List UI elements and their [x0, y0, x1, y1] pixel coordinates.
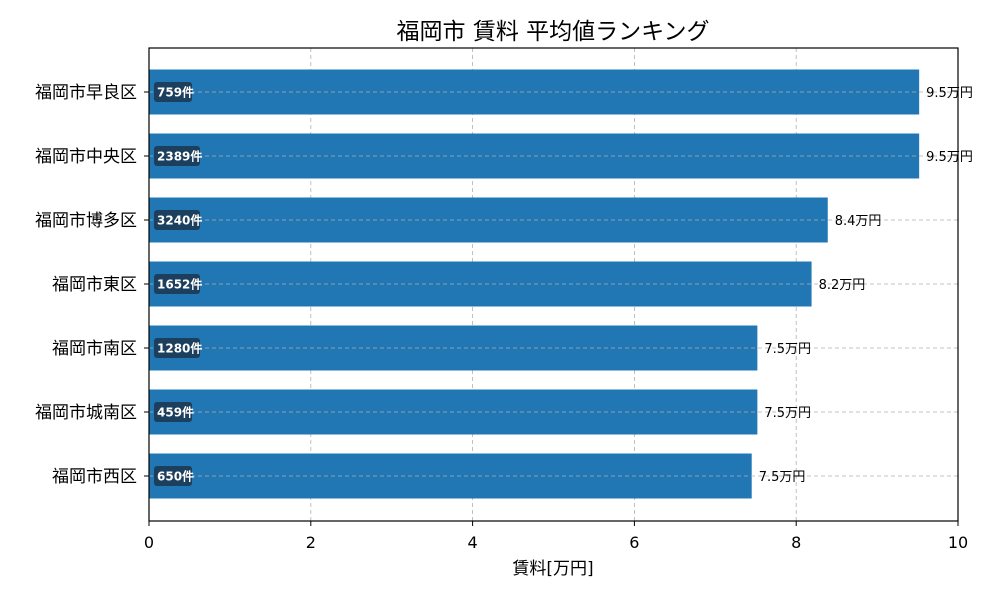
- count-badge: [154, 146, 200, 166]
- category-label: 福岡市城南区: [35, 403, 137, 423]
- x-tick-label: 2: [306, 533, 316, 552]
- value-label: 8.4万円: [835, 214, 882, 229]
- count-label: 459件: [157, 405, 194, 420]
- category-label: 福岡市博多区: [35, 211, 137, 231]
- value-label: 7.5万円: [764, 342, 811, 357]
- x-tick-label: 6: [629, 533, 639, 552]
- category-label: 福岡市南区: [52, 339, 137, 359]
- count-badge: [154, 466, 192, 486]
- chart-title: 福岡市 賃料 平均値ランキング: [397, 19, 710, 45]
- value-label: 8.2万円: [819, 278, 866, 293]
- count-badge: [154, 338, 200, 358]
- category-label: 福岡市西区: [52, 467, 137, 487]
- count-label: 759件: [157, 85, 194, 100]
- x-tick-label: 8: [791, 533, 801, 552]
- count-label: 1652件: [157, 277, 202, 292]
- value-label: 9.5万円: [926, 86, 973, 101]
- value-label: 9.5万円: [926, 150, 973, 165]
- count-badge: [154, 274, 200, 294]
- x-tick-label: 4: [468, 533, 478, 552]
- count-badge: [154, 82, 192, 102]
- count-label: 1280件: [157, 341, 202, 356]
- count-badge: [154, 402, 192, 422]
- count-label: 2389件: [157, 149, 202, 164]
- x-tick-label: 10: [948, 533, 968, 552]
- count-label: 650件: [157, 469, 194, 484]
- x-axis-ticks: 0 2 4 6 8 10: [144, 91, 968, 552]
- bar-grid-lines: [149, 91, 958, 477]
- value-label: 7.5万円: [764, 406, 811, 421]
- x-axis-label: 賃料[万円]: [512, 559, 593, 579]
- category-label: 福岡市中央区: [35, 147, 137, 167]
- count-badge: [154, 210, 200, 230]
- count-label: 3240件: [157, 213, 202, 228]
- value-label: 7.5万円: [759, 470, 806, 485]
- category-label: 福岡市早良区: [35, 83, 137, 103]
- x-tick-label: 0: [144, 533, 154, 552]
- category-label: 福岡市東区: [52, 275, 137, 295]
